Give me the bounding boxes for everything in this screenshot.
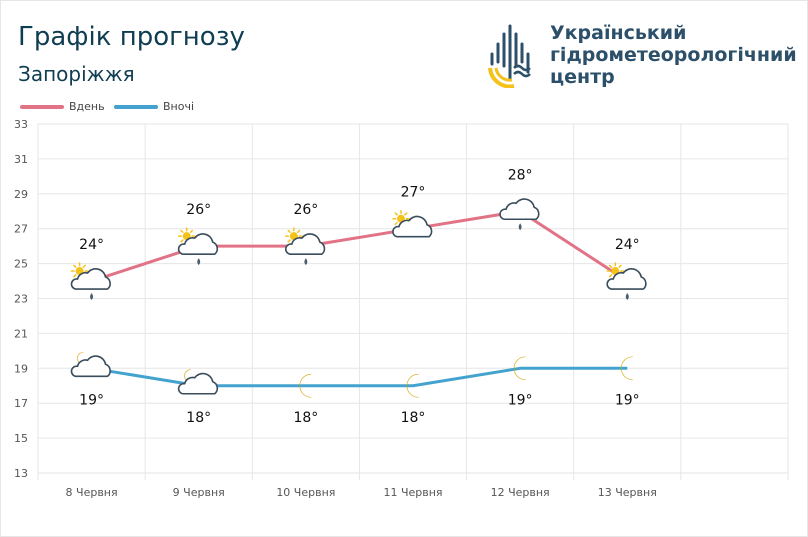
legend-label-day: Вдень — [69, 100, 105, 113]
y-tick-label: 27 — [14, 223, 28, 236]
rain-drop-icon — [625, 293, 629, 301]
sun-cloud-rain-weather-icon — [70, 262, 111, 301]
x-tick-label: 9 Червня — [173, 486, 225, 499]
y-tick-label: 31 — [14, 153, 28, 166]
cloud-icon — [392, 215, 433, 238]
data-label-night: 19° — [615, 392, 640, 408]
logo-text-line-1: Український — [550, 22, 687, 44]
logo-text: Український гідрометеорологічний центр — [550, 22, 797, 88]
cloud-icon — [70, 355, 111, 378]
sun-cloud-weather-icon — [392, 209, 433, 238]
ukrhydromet-logo-icon — [488, 24, 531, 88]
data-label-night: 19° — [508, 392, 533, 408]
rain-drop-icon — [197, 258, 201, 266]
moon-cloud-weather-icon — [177, 369, 219, 395]
moon-icon — [406, 373, 419, 398]
data-label-day: 26° — [293, 202, 318, 218]
logo-text-line-2: гідрометеорологічний — [550, 44, 797, 66]
city-name: Запоріжжя — [18, 62, 135, 86]
sun-cloud-rain-weather-icon — [177, 227, 219, 266]
sun-ray — [73, 274, 77, 278]
y-tick-label: 19 — [14, 362, 28, 375]
y-tick-label: 21 — [14, 327, 28, 340]
y-tick-label: 29 — [14, 188, 28, 201]
data-label-day: 24° — [79, 237, 104, 253]
cloud-icon — [499, 198, 540, 221]
rain-drop-icon — [90, 293, 94, 301]
legend-swatch-day — [20, 105, 64, 109]
sun-ray — [180, 239, 184, 243]
sun-cloud-rain-weather-icon — [284, 227, 326, 266]
x-tick-label: 11 Червня — [383, 486, 442, 499]
sun-ray — [82, 264, 86, 268]
sun-ray — [296, 229, 301, 234]
data-label-day: 26° — [186, 202, 211, 218]
sun-ray — [73, 264, 77, 268]
series-line-night — [91, 366, 628, 388]
x-tick-label: 8 Червня — [66, 486, 118, 499]
sun-ray — [618, 264, 622, 268]
data-label-night: 18° — [401, 410, 426, 426]
data-label-day: 27° — [401, 185, 426, 201]
sun-ray — [608, 274, 613, 278]
x-tick-label: 10 Червня — [276, 486, 335, 499]
y-tick-label: 15 — [14, 432, 28, 445]
x-tick-label: 12 Червня — [491, 486, 550, 499]
y-tick-label: 33 — [14, 118, 28, 131]
y-tick-label: 25 — [14, 258, 28, 271]
cloud-icon — [177, 233, 219, 255]
x-tick-label: 13 Червня — [598, 486, 657, 499]
y-tick-label: 17 — [14, 397, 28, 410]
sun-ray — [608, 264, 613, 268]
moon-weather-icon — [299, 373, 312, 398]
sun-ray — [180, 229, 184, 234]
data-label-night: 19° — [79, 392, 104, 408]
cloud-icon — [606, 268, 647, 290]
sun-ray — [394, 221, 398, 226]
moon-icon — [299, 373, 312, 398]
logo-text-line-3: центр — [550, 66, 615, 88]
sun-ray — [287, 239, 291, 243]
legend-swatch-night — [114, 105, 158, 109]
moon-weather-icon — [406, 373, 419, 398]
sun-ray — [394, 212, 398, 216]
data-label-night: 18° — [186, 410, 211, 426]
data-label-night: 18° — [293, 410, 318, 426]
rain-drop-icon — [304, 258, 308, 266]
sun-ray — [287, 229, 291, 234]
moon-cloud-weather-icon — [70, 351, 111, 378]
sun-cloud-rain-weather-icon — [606, 262, 647, 301]
cloud-icon — [70, 268, 111, 290]
sun-ray — [404, 212, 408, 216]
cloud-icon — [284, 233, 326, 255]
page-title: Графік прогнозу — [18, 22, 245, 52]
cloud-icon — [177, 372, 219, 395]
rain-drop-icon — [518, 223, 522, 231]
y-tick-label: 13 — [14, 467, 28, 480]
cloud-rain-weather-icon — [499, 198, 540, 231]
data-label-day: 28° — [508, 167, 533, 183]
y-tick-label: 23 — [14, 293, 28, 306]
sun-ray — [189, 229, 194, 234]
legend-label-night: Вночі — [163, 100, 195, 113]
chart-grid — [37, 123, 789, 480]
data-label-day: 24° — [615, 237, 640, 253]
